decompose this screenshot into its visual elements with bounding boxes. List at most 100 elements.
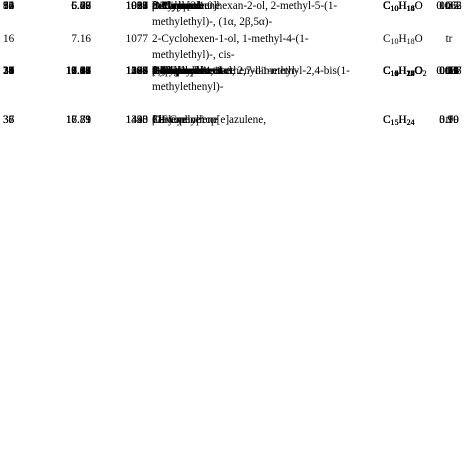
retention-index: 993 xyxy=(131,0,148,12)
retention-index: 1077 xyxy=(125,32,148,45)
retention-time: 5.79 xyxy=(71,0,91,12)
retention-time: 10.66 xyxy=(65,65,91,78)
retention-index: 1223 xyxy=(125,65,148,78)
compound-name: α-Terpinolen xyxy=(152,0,210,12)
row-number: 7 xyxy=(3,0,9,12)
row-number: 35 xyxy=(3,114,15,127)
compound-name: τ-Terpineol xyxy=(152,65,203,78)
relative-content: 0.10 xyxy=(439,114,459,127)
row-number: 26 xyxy=(3,65,15,78)
retention-index: 1380 xyxy=(125,65,148,78)
retention-time: 5.77 xyxy=(71,0,91,12)
row-number: 24 xyxy=(3,65,15,78)
relative-content: 0.098 xyxy=(436,65,462,78)
retention-time: 6.46 xyxy=(71,0,91,12)
molecular-formula: C12H20O2 xyxy=(383,65,427,79)
molecular-formula: C15H24 xyxy=(383,114,415,128)
relative-content: 0.21 xyxy=(439,65,459,78)
row-number: 34 xyxy=(3,65,15,78)
compound-name: cis-Carvyl Acetate xyxy=(152,65,235,78)
molecular-formula: C15H24 xyxy=(383,114,415,128)
retention-index: 1062 xyxy=(125,0,148,12)
table-row: 34 16.46 1389 Cyclohexane, 1-ethenyl-1-meth… xyxy=(0,63,474,112)
retention-time: 12.19 xyxy=(65,65,91,78)
row-number: 31 xyxy=(3,65,15,78)
retention-index: 1430 xyxy=(125,114,148,127)
retention-time: 9.74 xyxy=(71,65,91,78)
retention-time: 7.16 xyxy=(71,32,91,45)
retention-time: 10.28 xyxy=(65,65,91,78)
retention-time: 5.62 xyxy=(71,0,91,12)
row-number: 32 xyxy=(3,65,15,78)
row-number: 16 xyxy=(3,32,15,45)
retention-index: 1389 xyxy=(125,65,148,78)
retention-index: 1445 xyxy=(125,114,148,127)
retention-time: 9.42 xyxy=(71,65,91,78)
row-number: 25 xyxy=(3,65,15,78)
molecular-formula: C10H18O xyxy=(383,65,423,79)
molecular-formula: C15H24 xyxy=(383,65,415,79)
molecular-formula: C10H16 xyxy=(383,0,415,13)
retention-index: 1010 xyxy=(125,0,148,12)
relative-content: 0.26 xyxy=(439,65,459,78)
relative-content: tr xyxy=(445,114,453,127)
compound-name: Caryophyllene xyxy=(152,114,218,127)
relative-content: tr xyxy=(445,65,453,78)
retention-index: 1093 xyxy=(125,65,148,78)
molecular-formula: C10H18O xyxy=(383,65,423,79)
relative-content: tr xyxy=(445,65,453,78)
molecular-formula: C10H18O xyxy=(383,65,423,79)
row-number: 27 xyxy=(3,65,15,78)
molecular-formula: C10H18O xyxy=(383,65,423,79)
compound-name: β-Linalool xyxy=(152,65,200,78)
compound-name: α-Cubebene xyxy=(152,65,207,78)
row-number: 9 xyxy=(3,0,9,12)
relative-content: tr xyxy=(445,65,453,78)
row-number: 8 xyxy=(3,0,9,12)
molecular-formula: C15H24 xyxy=(383,65,415,79)
row-number: 28 xyxy=(3,65,15,78)
row-number: 10 xyxy=(3,0,15,12)
row-number: 20 xyxy=(3,65,15,78)
retention-time: 13.62 xyxy=(65,65,91,78)
compound-name: Ylangene xyxy=(152,65,195,78)
row-number: 36 xyxy=(3,114,15,127)
retention-time: 6.63 xyxy=(71,0,91,12)
compound-name: 1H-Cycloprop[e]azulene, xyxy=(152,114,266,127)
compound-name: Borneol xyxy=(152,65,189,78)
retention-time: 15.06 xyxy=(65,65,91,78)
row-number: 37 xyxy=(3,114,15,127)
retention-time: 17.79 xyxy=(65,114,91,127)
molecular-formula: C11H22O xyxy=(383,65,423,79)
retention-index: 1423 xyxy=(125,114,148,127)
compound-name: 2-Undecanone xyxy=(152,65,218,78)
molecular-formula: C10H18O xyxy=(383,65,423,79)
retention-index: 1104 xyxy=(126,65,148,78)
molecular-formula: C10H14O xyxy=(383,65,423,79)
retention-index: 1377 xyxy=(125,65,148,78)
molecular-formula: C15H24 xyxy=(383,114,415,128)
retention-index: 1292 xyxy=(125,65,148,78)
retention-index: 1021 xyxy=(125,0,148,12)
table-row: 15 6.87 1062 Bicyclo[3.1.0]hexan-2-ol, 2-me… xyxy=(0,0,474,31)
retention-index: 1033 xyxy=(125,0,148,12)
retention-index: 1162 xyxy=(126,65,148,78)
retention-time: 18.33 xyxy=(65,114,91,127)
retention-index: 1029 xyxy=(125,0,148,12)
retention-index: 1354 xyxy=(125,65,148,78)
table-row: 16 7.16 1077 2-Cyclohexen-1-ol, 1-methyl-4-… xyxy=(0,31,474,64)
retention-index: 1398 xyxy=(125,114,148,127)
molecular-formula: C10H14 xyxy=(383,0,415,13)
compound-name: β-Elemenea xyxy=(152,113,204,127)
compound-name: α-Terpineol xyxy=(152,65,205,78)
molecular-formula: C10H18O xyxy=(383,32,423,46)
retention-index: 984 xyxy=(131,0,148,12)
molecular-formula: C15H24 xyxy=(383,65,415,79)
retention-index: 1175 xyxy=(126,65,148,78)
molecular-formula: C10H16 xyxy=(383,0,415,13)
compound-name: D-Limonene xyxy=(152,0,210,12)
relative-content: tr xyxy=(445,0,453,12)
relative-content: 0.51 xyxy=(439,65,459,78)
relative-content: 3.99 xyxy=(439,114,459,127)
row-number: 15 xyxy=(3,0,15,12)
